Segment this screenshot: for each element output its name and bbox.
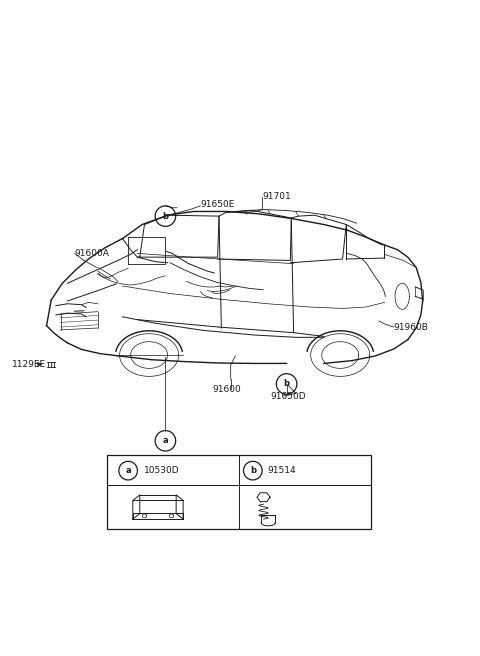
Text: b: b	[162, 212, 168, 220]
Text: 91600A: 91600A	[74, 249, 109, 258]
Text: 10530D: 10530D	[144, 466, 179, 475]
Text: b: b	[284, 379, 289, 388]
Text: 91650E: 91650E	[200, 200, 235, 209]
Text: 91701: 91701	[263, 192, 291, 201]
Text: 91600: 91600	[212, 385, 241, 394]
Bar	[107, 455, 371, 529]
Text: a: a	[125, 466, 131, 475]
Text: b: b	[250, 466, 256, 475]
Text: 1129EE: 1129EE	[12, 360, 46, 369]
Text: 91960B: 91960B	[394, 323, 429, 331]
Text: 91514: 91514	[268, 466, 296, 475]
Text: a: a	[163, 436, 168, 445]
Text: 91650D: 91650D	[270, 392, 306, 401]
